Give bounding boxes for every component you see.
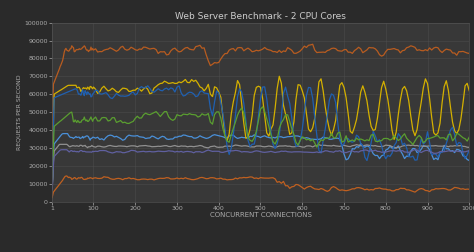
Cherokee xyxy=(466,159,472,162)
Apache xyxy=(137,47,142,50)
Line: Varnish: Varnish xyxy=(52,149,469,190)
OpenLiteSpeed xyxy=(433,134,439,137)
h2o xyxy=(56,184,62,187)
OpenLiteSpeed xyxy=(260,105,265,108)
OpenLiteSpeed xyxy=(73,120,79,123)
Varnish xyxy=(49,188,55,191)
X-axis label: CONCURRENT CONNECTIONS: CONCURRENT CONNECTIONS xyxy=(210,212,311,218)
Lighttpd xyxy=(49,187,55,190)
h2o xyxy=(74,178,80,181)
Cherokee xyxy=(49,185,55,188)
Nginx Stable xyxy=(433,134,439,137)
Line: OpenLiteSpeed: OpenLiteSpeed xyxy=(52,107,469,186)
Y-axis label: REQUESTS PER SECOND: REQUESTS PER SECOND xyxy=(17,74,22,150)
Varnish xyxy=(56,150,62,153)
Apache xyxy=(54,75,59,78)
Apache xyxy=(310,43,316,46)
OpenLiteSpeed xyxy=(466,136,472,139)
h2o xyxy=(300,186,305,189)
OpenLiteSpeed xyxy=(300,135,305,138)
Varnish xyxy=(297,150,303,153)
Line: Nginx Mainline: Nginx Mainline xyxy=(52,86,469,181)
Cherokee xyxy=(65,132,71,135)
Varnish xyxy=(412,148,418,151)
Cherokee xyxy=(139,136,145,139)
Apache xyxy=(297,50,303,53)
Nginx Stable xyxy=(466,89,472,92)
Nginx Stable xyxy=(54,91,59,94)
Lighttpd xyxy=(74,144,80,147)
Nginx Stable xyxy=(137,88,142,91)
Varnish xyxy=(433,152,439,155)
Nginx Mainline xyxy=(73,87,79,90)
Varnish xyxy=(54,153,59,156)
Nginx Stable xyxy=(56,90,62,93)
Lighttpd xyxy=(54,147,59,150)
h2o xyxy=(139,178,145,181)
Line: Nginx Stable: Nginx Stable xyxy=(52,76,469,180)
Apache xyxy=(49,148,55,151)
Nginx Stable xyxy=(276,75,282,78)
h2o xyxy=(64,174,70,177)
Line: Cherokee: Cherokee xyxy=(52,134,469,186)
Varnish xyxy=(137,150,142,153)
Title: Web Server Benchmark - 2 CPU Cores: Web Server Benchmark - 2 CPU Cores xyxy=(175,12,346,20)
h2o xyxy=(54,187,59,190)
Cherokee xyxy=(56,136,62,139)
Nginx Mainline xyxy=(466,149,472,152)
Cherokee xyxy=(433,156,439,160)
Nginx Mainline xyxy=(433,152,439,155)
Lighttpd xyxy=(139,144,145,147)
Apache xyxy=(56,69,62,72)
Lighttpd xyxy=(57,143,63,146)
Nginx Stable xyxy=(49,179,55,182)
Varnish xyxy=(466,149,472,152)
Line: h2o: h2o xyxy=(52,176,469,198)
Cherokee xyxy=(300,136,305,139)
Apache xyxy=(433,46,439,49)
Cherokee xyxy=(54,140,59,143)
Lighttpd xyxy=(56,144,62,147)
OpenLiteSpeed xyxy=(49,185,55,188)
Lighttpd xyxy=(300,145,305,148)
Nginx Mainline xyxy=(145,84,151,87)
Lighttpd xyxy=(466,146,472,149)
OpenLiteSpeed xyxy=(137,117,142,120)
Line: Lighttpd: Lighttpd xyxy=(52,144,469,188)
Cherokee xyxy=(74,136,80,139)
Apache xyxy=(73,48,79,51)
Varnish xyxy=(73,150,79,153)
Nginx Mainline xyxy=(300,128,305,131)
Lighttpd xyxy=(433,144,439,147)
Nginx Mainline xyxy=(49,179,55,182)
h2o xyxy=(433,187,439,190)
Apache xyxy=(466,52,472,55)
Line: Apache: Apache xyxy=(52,44,469,150)
h2o xyxy=(49,196,55,199)
Nginx Stable xyxy=(73,84,79,87)
h2o xyxy=(466,188,472,191)
OpenLiteSpeed xyxy=(54,123,59,126)
OpenLiteSpeed xyxy=(56,121,62,124)
Nginx Mainline xyxy=(54,95,59,98)
Nginx Stable xyxy=(300,89,305,92)
Nginx Mainline xyxy=(56,94,62,97)
Nginx Mainline xyxy=(137,86,142,89)
